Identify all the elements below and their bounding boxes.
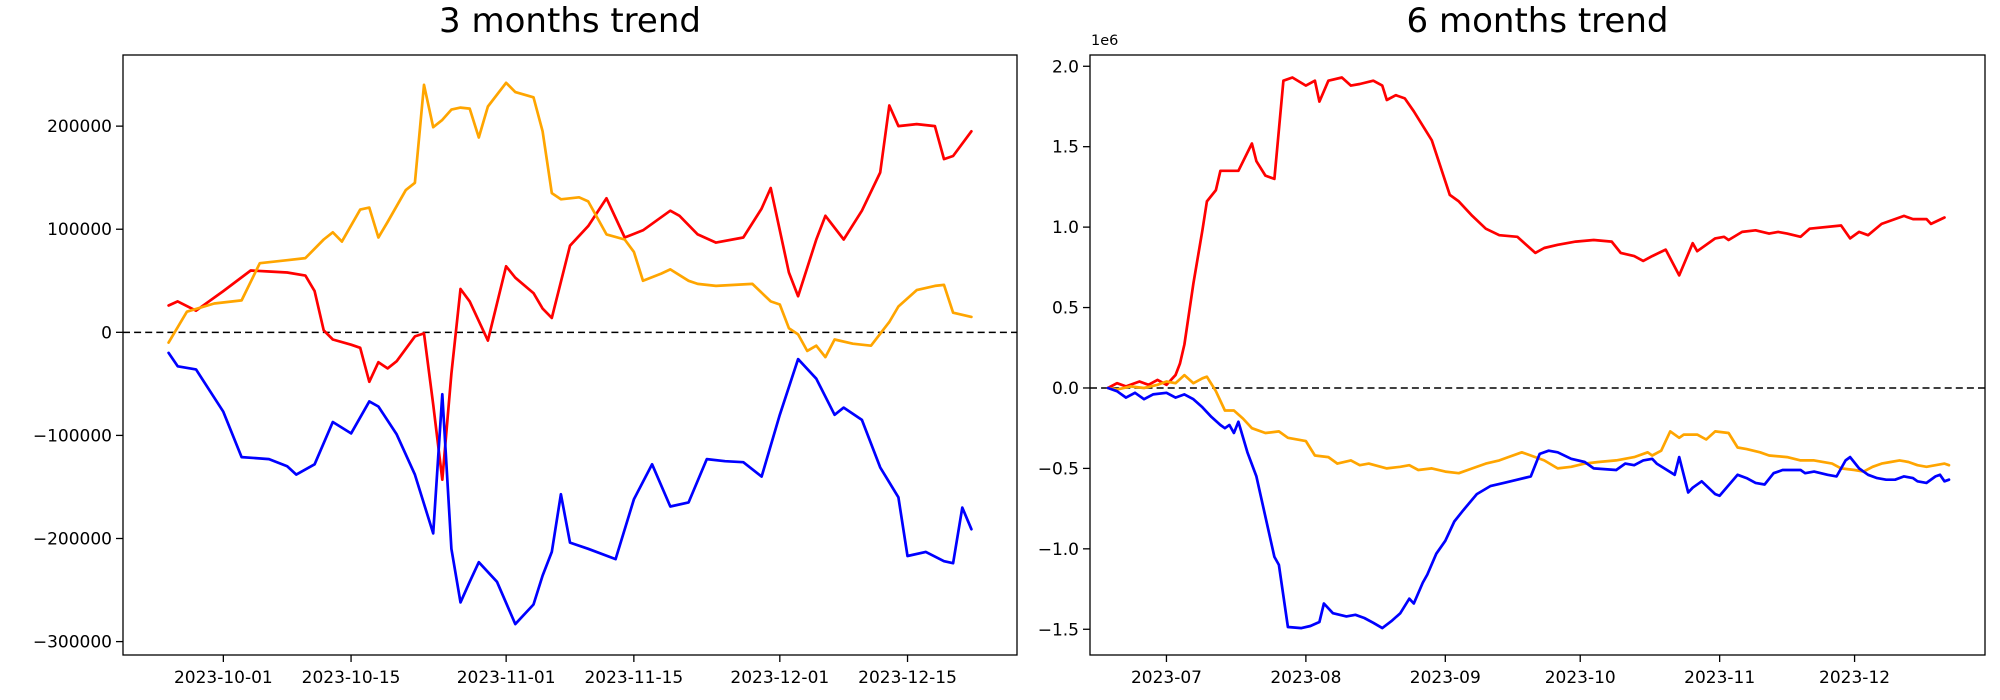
trend-3m-y-tick-label: −200000: [33, 530, 112, 550]
trend-6m-x-tick-label: 2023-08: [1270, 668, 1341, 688]
trend-6m-x-tick-label: 2023-11: [1684, 668, 1755, 688]
trend-6m-y-tick-label: 0.5: [1052, 299, 1079, 319]
trend-3m-x-tick-label: 2023-10-15: [302, 668, 401, 688]
trend-3m-y-tick-label: −100000: [33, 426, 112, 446]
trend-3m-y-tick-label: 0: [101, 323, 112, 343]
trend-3m-y-tick-label: 200000: [47, 117, 112, 137]
trend-3m-x-tick-label: 2023-11-01: [457, 668, 556, 688]
trend-3m-y-tick-label: 100000: [47, 220, 112, 240]
trend-6m-y-tick-label: 1.5: [1052, 138, 1079, 158]
trend-3m-series-red: [167, 104, 973, 482]
trend-6m-series-orange: [1106, 373, 1951, 475]
trend-6m-y-tick-label: −0.5: [1038, 459, 1079, 479]
trend-3m-x-tick-label: 2023-12-01: [730, 668, 829, 688]
trend-6m-y-tick-label: −1.5: [1038, 620, 1079, 640]
trend-3m-series-orange: [167, 81, 973, 359]
y-axis-offset-label-1e6: 1e6: [1091, 33, 1119, 49]
trend-3m-y-tick-label: −300000: [33, 633, 112, 653]
trend-6m-series-red: [1106, 76, 1946, 390]
trend-3m-series-blue: [167, 351, 973, 626]
trend-3m-plot-frame: [122, 54, 1018, 656]
trend-6m-y-tick-label: 2.0: [1052, 57, 1079, 77]
trend-6m-x-tick-label: 2023-10: [1545, 668, 1616, 688]
trend-6m-y-tick-label: 0.0: [1052, 379, 1079, 399]
trend-6m-y-tick-label: 1.0: [1052, 218, 1079, 238]
trend-3m-x-tick-label: 2023-12-15: [858, 668, 957, 688]
trend-6m-series-blue: [1106, 386, 1951, 630]
chart-title-6-months-trend: 6 months trend: [1406, 1, 1669, 41]
trend-6m-x-tick-label: 2023-07: [1131, 668, 1202, 688]
trend-3m-x-tick-label: 2023-10-01: [174, 668, 273, 688]
chart-title-3-months-trend: 3 months trend: [439, 1, 701, 41]
trend-6m-x-tick-label: 2023-12: [1819, 668, 1890, 688]
trend-6m-y-tick-label: −1.0: [1038, 540, 1079, 560]
trend-3m-x-tick-label: 2023-11-15: [584, 668, 683, 688]
trend-6m-x-tick-label: 2023-09: [1410, 668, 1481, 688]
trend-6m-plot-frame: [1089, 54, 1986, 656]
